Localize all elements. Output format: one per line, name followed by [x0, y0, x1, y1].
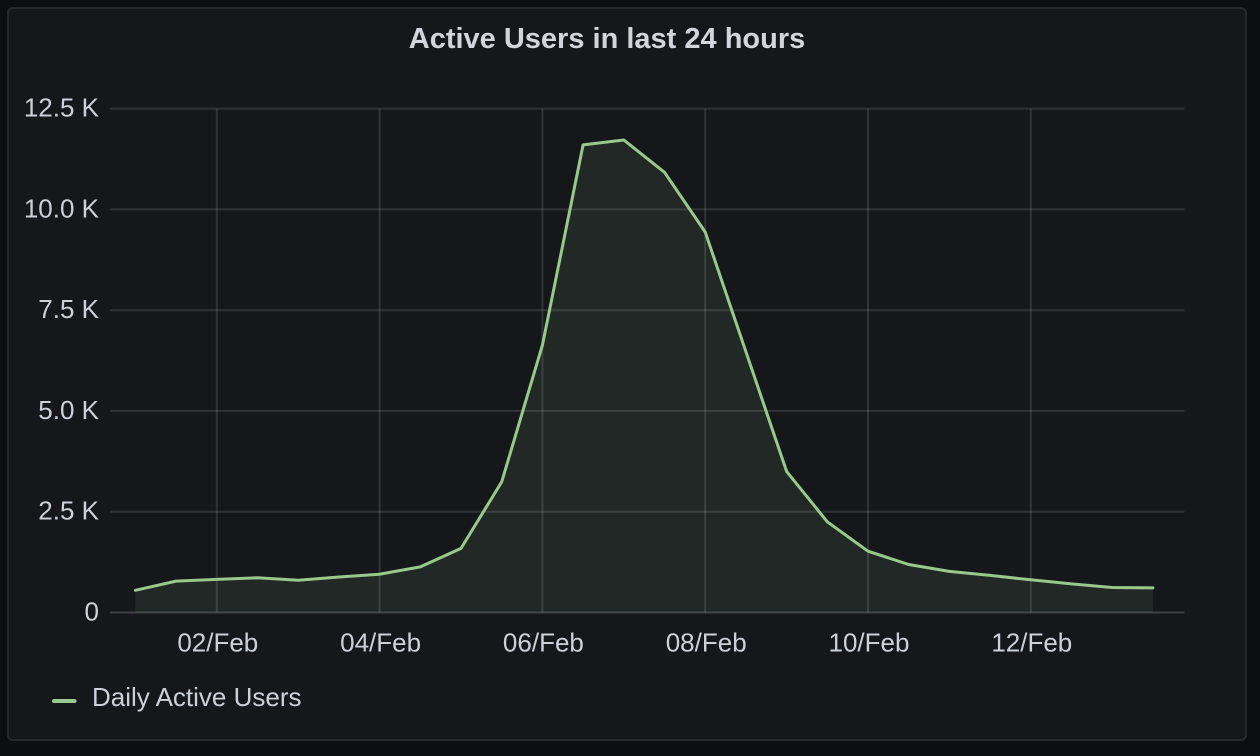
svg-text:5.0 K: 5.0 K [38, 395, 99, 425]
svg-text:02/Feb: 02/Feb [177, 627, 258, 657]
svg-text:08/Feb: 08/Feb [666, 627, 747, 657]
svg-text:2.5 K: 2.5 K [38, 496, 99, 526]
svg-text:10/Feb: 10/Feb [829, 627, 910, 657]
svg-text:10.0 K: 10.0 K [24, 193, 100, 223]
svg-text:12.5 K: 12.5 K [24, 93, 100, 123]
svg-text:7.5 K: 7.5 K [38, 294, 99, 324]
svg-text:Daily Active Users: Daily Active Users [92, 682, 302, 712]
svg-text:06/Feb: 06/Feb [503, 627, 584, 657]
svg-text:04/Feb: 04/Feb [340, 627, 421, 657]
svg-text:12/Feb: 12/Feb [991, 627, 1072, 657]
svg-text:0: 0 [85, 597, 99, 627]
